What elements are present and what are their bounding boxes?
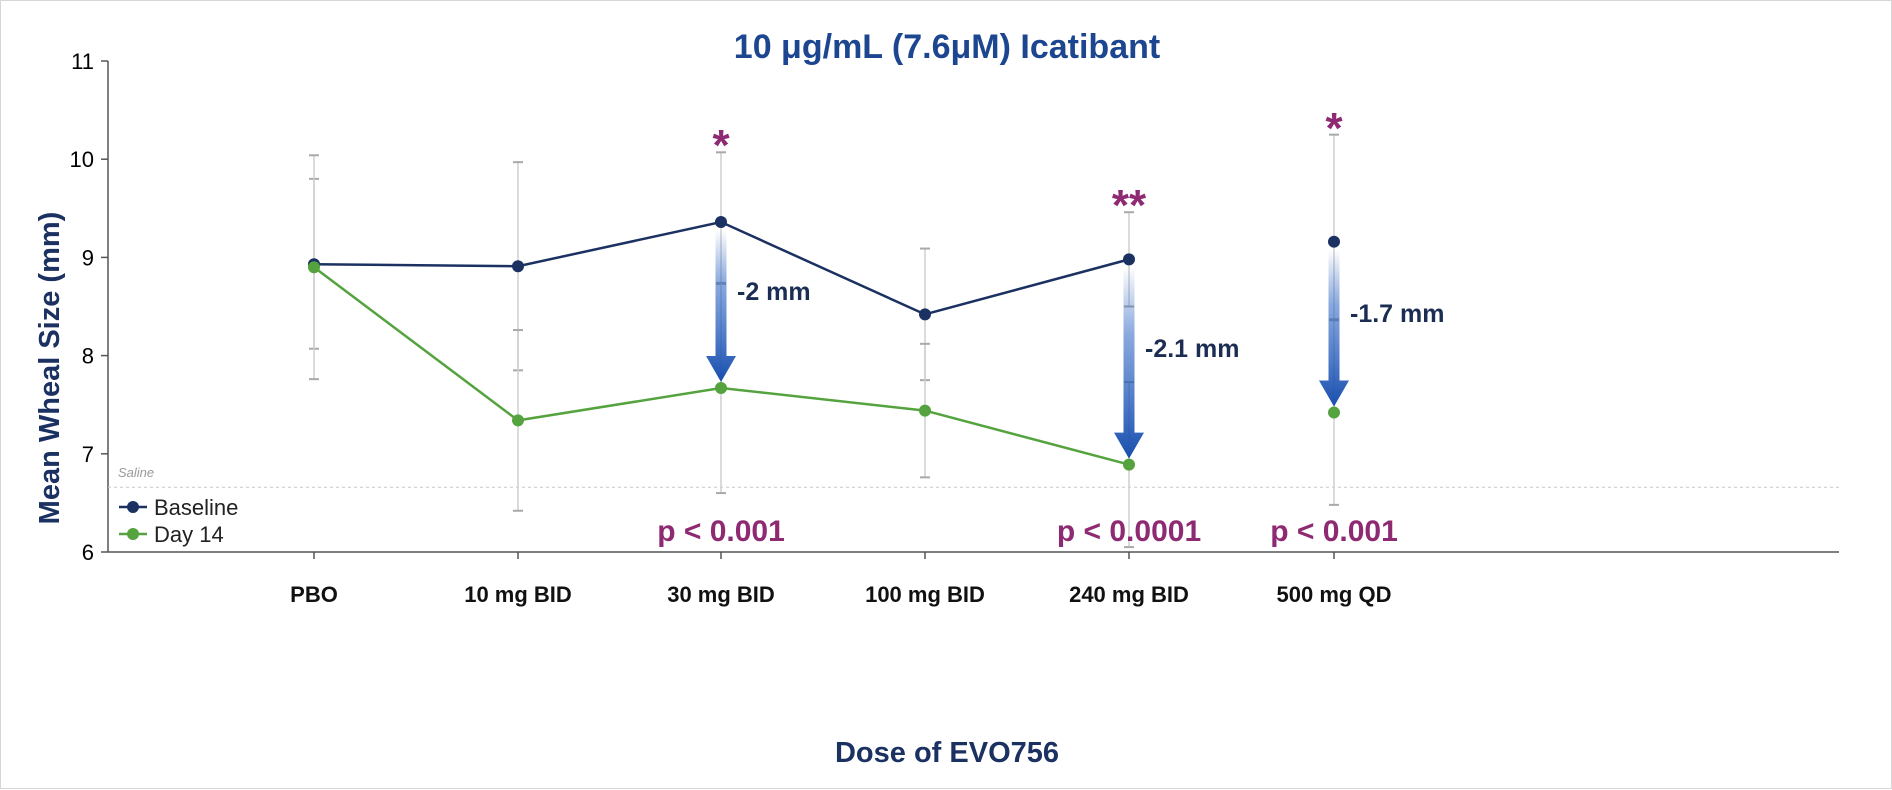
p-value-label: p < 0.001 (1270, 515, 1398, 548)
significance-star: ** (1112, 181, 1147, 230)
y-tick-label: 7 (82, 442, 94, 467)
y-tick-label: 8 (82, 344, 94, 369)
legend-label: Baseline (154, 495, 238, 520)
data-point-baseline (1328, 235, 1340, 248)
data-point-day14 (512, 414, 524, 427)
change-arrow (1319, 249, 1349, 407)
data-point-day14 (715, 382, 727, 395)
x-tick-label: 240 mg BID (1069, 582, 1189, 607)
p-value-label: p < 0.0001 (1057, 515, 1201, 548)
y-tick-label: 10 (70, 147, 94, 172)
data-point-baseline (1123, 253, 1135, 266)
data-point-day14 (1123, 458, 1135, 471)
data-point-baseline (715, 216, 727, 229)
y-tick-label: 9 (82, 245, 94, 270)
change-arrow (706, 230, 736, 383)
legend-swatch-marker (127, 528, 139, 540)
change-label: -2 mm (737, 278, 811, 306)
x-tick-label: PBO (290, 582, 338, 607)
data-point-baseline (919, 308, 931, 321)
x-axis-title: Dose of EVO756 (835, 737, 1059, 769)
change-arrow (1114, 267, 1144, 459)
saline-label: Saline (118, 465, 154, 480)
legend-swatch-marker (127, 501, 139, 513)
x-tick-label: 10 mg BID (464, 582, 572, 607)
data-point-day14 (1328, 406, 1340, 419)
data-point-day14 (308, 261, 320, 274)
chart-title: 10 μg/mL (7.6μM) Icatibant (734, 28, 1160, 66)
data-point-baseline (512, 260, 524, 273)
change-label: -2.1 mm (1145, 335, 1239, 363)
p-value-label: p < 0.001 (657, 515, 785, 548)
plot-area: 6 7 8 9 10 11 PBO 10 mg BID 30 mg BID 100 mg BID 2… (70, 49, 1839, 607)
y-tick-label: 11 (71, 49, 94, 74)
legend-label: Day 14 (154, 522, 224, 547)
significance-star: * (1325, 104, 1343, 153)
x-tick-label: 30 mg BID (667, 582, 775, 607)
y-axis-title: Mean Wheal Size (mm) (34, 212, 66, 525)
x-tick-label: 100 mg BID (865, 582, 985, 607)
significance-star: * (712, 121, 730, 170)
data-point-day14 (919, 404, 931, 417)
x-tick-label: 500 mg QD (1277, 582, 1392, 607)
y-tick-label: 6 (82, 540, 94, 565)
change-label: -1.7 mm (1350, 300, 1444, 328)
